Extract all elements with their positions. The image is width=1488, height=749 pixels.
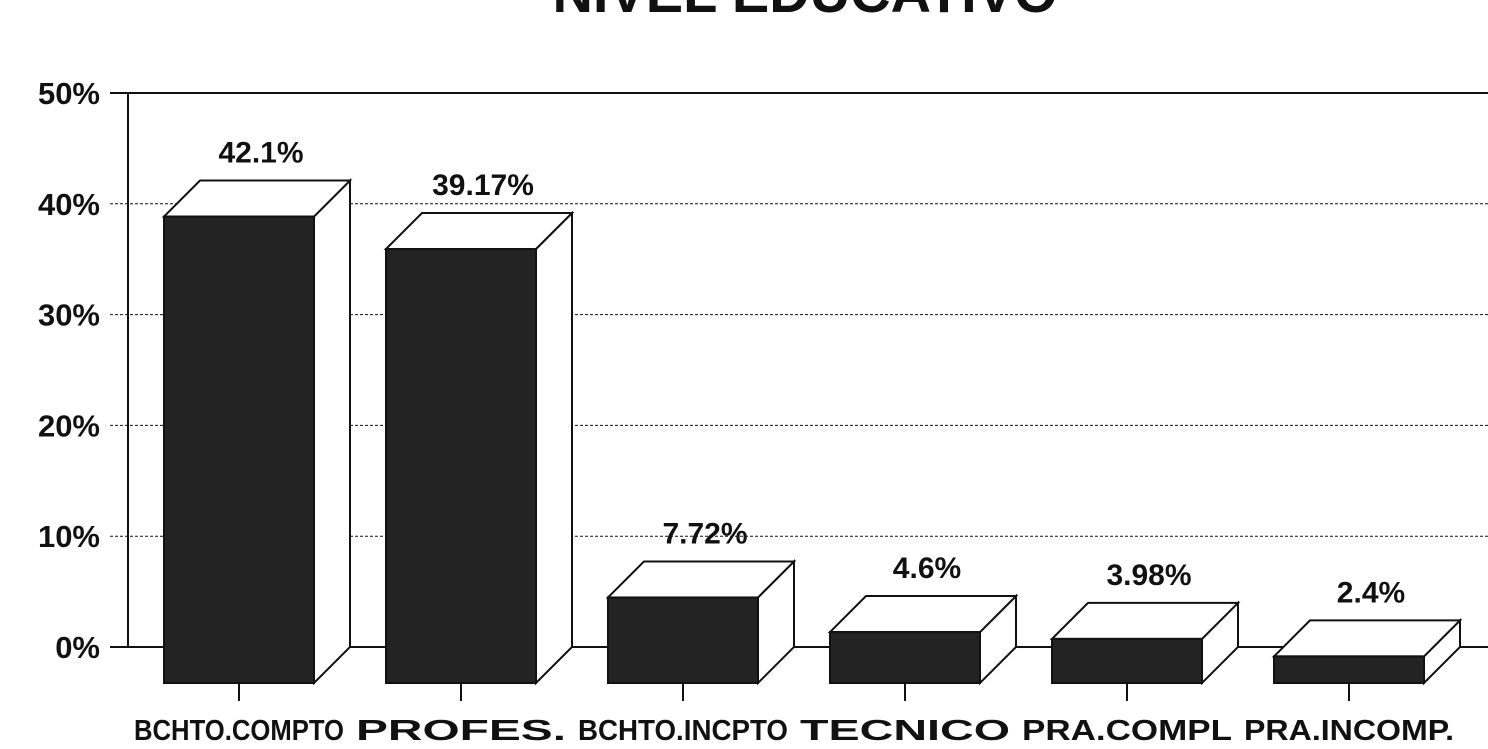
value-label: 2.4% <box>1337 576 1405 609</box>
y-tick-label: 0% <box>55 630 100 665</box>
bar <box>163 215 315 684</box>
y-tick-label: 30% <box>38 298 100 333</box>
y-tick-label: 40% <box>38 187 100 222</box>
bar <box>1273 655 1425 685</box>
bar <box>829 631 981 684</box>
x-tick-label: PRA.INCOMP. <box>1244 715 1454 747</box>
x-tick-label: TECNICO <box>800 715 1010 747</box>
value-label: 39.17% <box>432 169 534 202</box>
y-tick-label: 50% <box>38 76 100 111</box>
value-label: 42.1% <box>218 137 303 170</box>
x-tick-label: BCHTO.INCPTO <box>578 715 788 747</box>
bar-side <box>535 210 573 686</box>
value-label: 3.98% <box>1106 559 1191 592</box>
x-tick-label: PROFES. <box>356 715 566 747</box>
x-tick-label: PRA.COMPL <box>1022 715 1232 747</box>
bar-side <box>313 178 351 686</box>
y-tick-label: 10% <box>38 519 100 554</box>
bar <box>607 596 759 684</box>
value-label: 4.6% <box>893 552 961 585</box>
x-tick-label: BCHTO.COMPTO <box>134 715 344 747</box>
chart-title: NIVEL EDUCATIVO <box>552 0 1057 24</box>
value-label: 7.72% <box>662 517 747 550</box>
bar <box>385 247 537 684</box>
bar <box>1051 637 1203 685</box>
y-tick-label: 20% <box>38 408 100 443</box>
